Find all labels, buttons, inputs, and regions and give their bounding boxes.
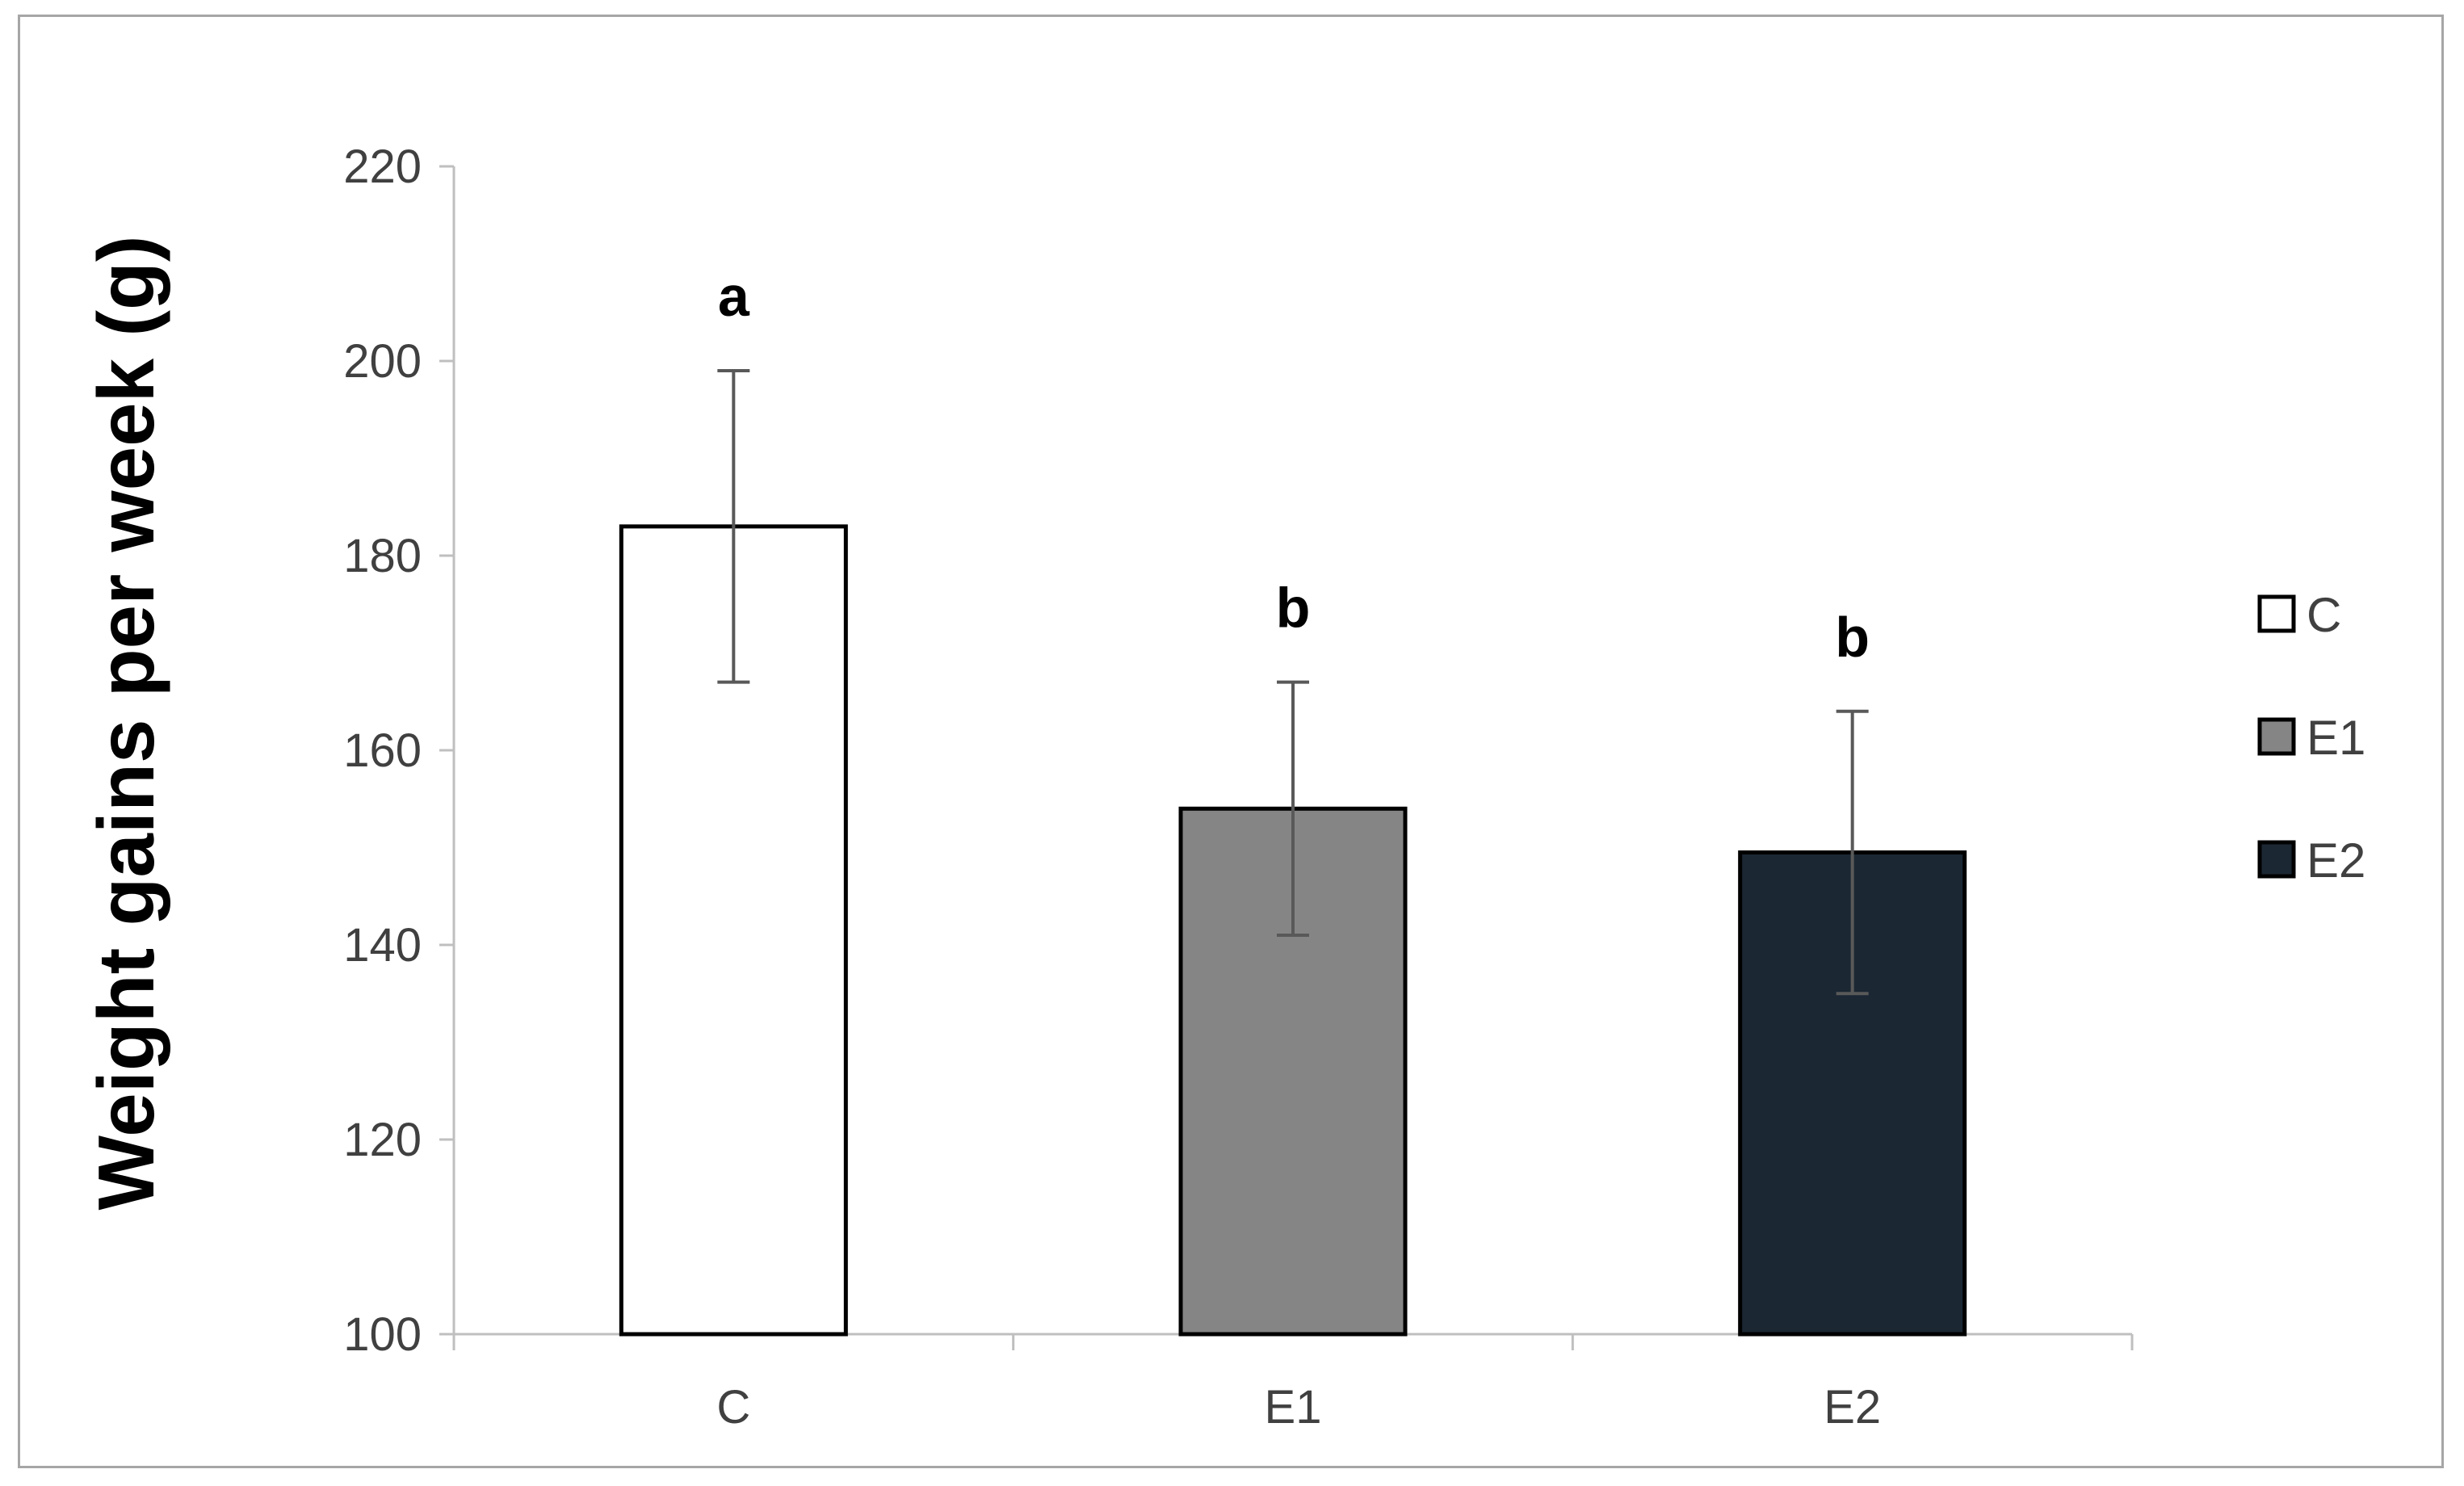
legend-label: C: [2307, 588, 2341, 642]
significance-letters: a b b: [718, 265, 1870, 669]
y-tick-label: 140: [343, 919, 422, 972]
significance-letter: b: [1276, 577, 1311, 640]
y-tick-label: 100: [343, 1308, 422, 1361]
legend: C E1 E2: [2257, 588, 2365, 888]
x-tick-label: E2: [1824, 1381, 1881, 1434]
y-tick-label: 200: [343, 335, 422, 388]
y-tick-label: 160: [343, 724, 422, 777]
y-axis-label: Weight gains per week (g): [82, 235, 170, 1210]
legend-label: E1: [2307, 711, 2365, 765]
x-tick-label: E1: [1265, 1381, 1322, 1434]
y-tick-label: 220: [343, 141, 422, 193]
x-tick-label: C: [716, 1381, 750, 1434]
significance-letter: b: [1835, 606, 1870, 669]
significance-letter: a: [718, 265, 750, 328]
y-tick-label: 180: [343, 530, 422, 582]
y-tick-label: 120: [343, 1114, 422, 1166]
legend-swatch: [2257, 840, 2296, 879]
bars: [619, 524, 1967, 1337]
legend-label: E2: [2307, 833, 2365, 888]
error-bars: [717, 369, 1869, 996]
legend-swatch: [2257, 594, 2296, 633]
legend-swatch: [2257, 717, 2296, 756]
